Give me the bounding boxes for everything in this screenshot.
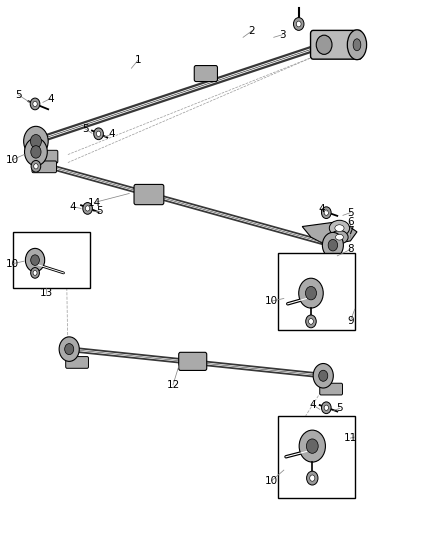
Circle shape: [319, 370, 328, 381]
Circle shape: [324, 405, 328, 410]
Text: 11: 11: [344, 433, 357, 443]
Circle shape: [24, 126, 48, 156]
Circle shape: [293, 18, 304, 30]
Circle shape: [305, 286, 317, 300]
Circle shape: [33, 271, 37, 276]
Circle shape: [85, 206, 90, 211]
Text: 4: 4: [310, 400, 317, 410]
Text: 2: 2: [248, 26, 255, 36]
Text: 4: 4: [70, 202, 77, 212]
Text: 13: 13: [39, 288, 53, 298]
Circle shape: [297, 21, 301, 27]
Circle shape: [59, 337, 79, 361]
Text: 5: 5: [15, 90, 22, 100]
Ellipse shape: [335, 225, 344, 231]
Ellipse shape: [353, 39, 361, 51]
FancyBboxPatch shape: [32, 161, 57, 173]
Circle shape: [313, 364, 333, 388]
Polygon shape: [302, 221, 357, 245]
Circle shape: [31, 255, 39, 265]
Circle shape: [83, 203, 92, 214]
Circle shape: [96, 131, 101, 136]
Ellipse shape: [347, 30, 367, 60]
Circle shape: [322, 232, 343, 258]
Ellipse shape: [336, 235, 343, 240]
Circle shape: [321, 207, 331, 219]
FancyBboxPatch shape: [31, 150, 58, 163]
Text: 8: 8: [347, 245, 354, 254]
Text: 6: 6: [347, 217, 354, 227]
Circle shape: [31, 268, 39, 278]
FancyBboxPatch shape: [320, 383, 343, 395]
Circle shape: [25, 248, 45, 272]
Circle shape: [307, 471, 318, 485]
FancyBboxPatch shape: [179, 352, 207, 370]
Ellipse shape: [329, 220, 350, 236]
Circle shape: [30, 98, 40, 110]
Text: 9: 9: [347, 316, 354, 326]
Text: 5: 5: [96, 206, 103, 215]
Circle shape: [299, 430, 325, 462]
FancyBboxPatch shape: [311, 30, 362, 59]
Circle shape: [30, 134, 42, 148]
FancyBboxPatch shape: [194, 66, 217, 82]
Text: 10: 10: [6, 259, 19, 269]
Circle shape: [299, 278, 323, 308]
Text: 3: 3: [279, 30, 286, 39]
Bar: [278, 416, 355, 498]
Text: 4: 4: [108, 130, 115, 139]
Circle shape: [31, 146, 41, 158]
Circle shape: [324, 210, 328, 215]
Circle shape: [306, 439, 318, 453]
Circle shape: [321, 402, 331, 414]
Text: 5: 5: [82, 124, 89, 134]
Text: 10: 10: [265, 296, 278, 306]
Circle shape: [310, 475, 315, 481]
Circle shape: [316, 35, 332, 54]
Circle shape: [33, 101, 37, 107]
Circle shape: [31, 160, 41, 172]
Circle shape: [309, 319, 313, 324]
Text: 5: 5: [336, 403, 343, 413]
Circle shape: [94, 128, 103, 140]
Circle shape: [65, 344, 74, 354]
Text: 14: 14: [88, 198, 101, 207]
Circle shape: [34, 164, 38, 169]
Bar: [13, 232, 90, 288]
FancyBboxPatch shape: [66, 357, 88, 368]
Text: 7: 7: [347, 227, 354, 236]
Text: 5: 5: [347, 208, 354, 217]
FancyBboxPatch shape: [134, 184, 164, 205]
Text: 4: 4: [47, 94, 54, 103]
Ellipse shape: [331, 230, 348, 244]
Text: 12: 12: [166, 380, 180, 390]
Text: 10: 10: [6, 155, 19, 165]
Text: 10: 10: [265, 476, 278, 486]
Circle shape: [25, 138, 47, 166]
Circle shape: [328, 239, 338, 251]
Text: 4: 4: [318, 204, 325, 214]
Bar: [278, 253, 355, 330]
Circle shape: [306, 315, 316, 328]
Text: 1: 1: [134, 55, 141, 65]
